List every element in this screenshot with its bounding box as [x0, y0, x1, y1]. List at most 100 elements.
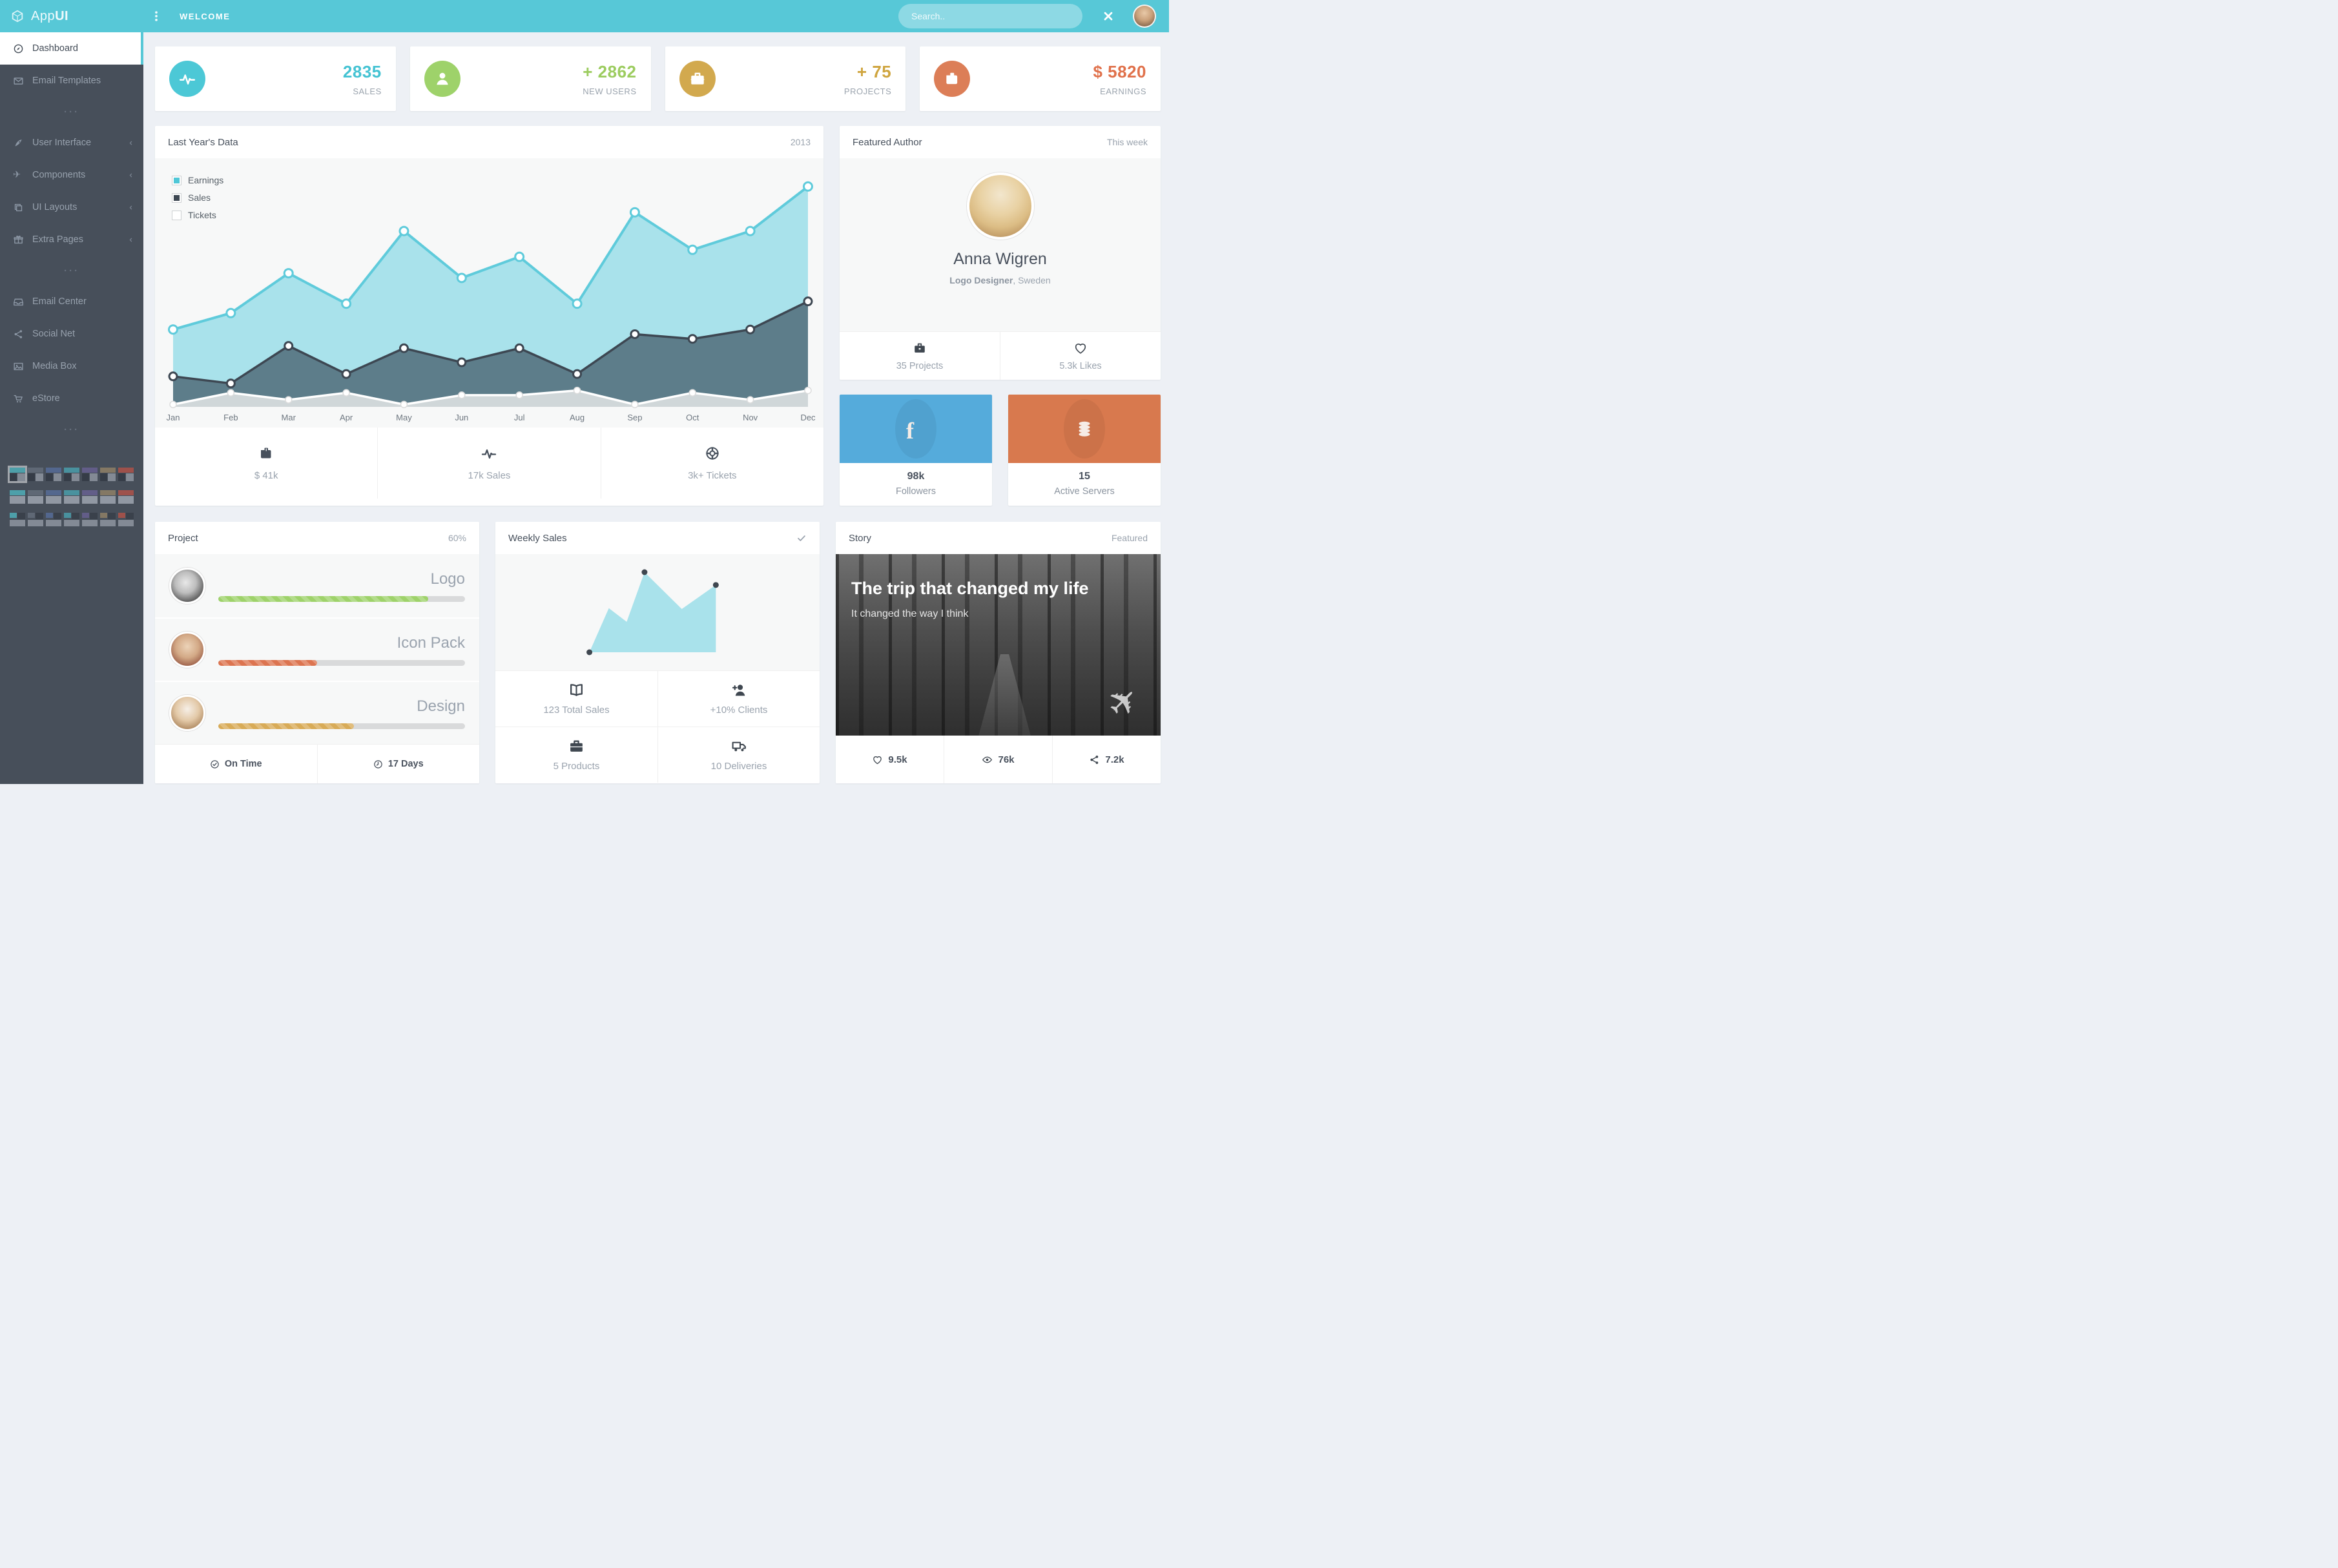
stat-circle [934, 61, 971, 97]
author-stat-cell: 35 Projects [840, 332, 1000, 380]
sidebar-item-ui-layouts[interactable]: UI Layouts [0, 191, 143, 223]
story-headline: The trip that changed my life [851, 579, 1089, 598]
legend-item-earnings[interactable]: Earnings [172, 175, 223, 185]
sidebar-item-label: Social Net [32, 329, 76, 339]
theme-swatch[interactable] [46, 490, 61, 504]
theme-swatch[interactable] [28, 468, 43, 481]
theme-swatch[interactable] [64, 513, 79, 526]
theme-swatch[interactable] [28, 490, 43, 504]
sidebar-item-dashboard[interactable]: Dashboard [0, 32, 143, 65]
project-name: Icon Pack [397, 634, 465, 652]
theme-swatch[interactable] [64, 468, 79, 481]
user-avatar[interactable] [1133, 5, 1156, 28]
story-stats-row: 9.5k 76k 7.2k [836, 736, 1161, 783]
sidebar-item-label: Components [32, 170, 86, 180]
chart-stat-label: 17k Sales [468, 469, 511, 481]
truck-icon [731, 738, 747, 754]
theme-swatch[interactable] [82, 513, 98, 526]
theme-swatch[interactable] [46, 513, 61, 526]
stat-value: + 75 [856, 61, 892, 81]
weekly-stat-cell: 123 Total Sales [495, 670, 657, 727]
theme-swatch[interactable] [118, 513, 134, 526]
story-cover[interactable]: The trip that changed my life It changed… [836, 554, 1161, 736]
stat-cards-row: 2835 SALES + 2862 NEW USERS + 75 PROJECTS $ 58… [155, 46, 1161, 111]
legend-swatch [172, 210, 181, 220]
sidebar-item-email-center[interactable]: Email Center [0, 285, 143, 318]
share-icon [13, 329, 24, 340]
app-logo[interactable]: AppUI [0, 9, 143, 24]
project-name: Design [417, 697, 465, 715]
menu-dots-icon[interactable] [150, 10, 163, 23]
weekly-stat-cell: +10% Clients [657, 670, 820, 727]
weekly-panel-title: Weekly Sales [508, 532, 567, 544]
theme-swatch[interactable] [46, 468, 61, 481]
social-card-database[interactable]: 15 Active Servers [1008, 395, 1161, 506]
author-avatar[interactable] [966, 172, 1034, 240]
sidebar-item-media-box[interactable]: Media Box [0, 350, 143, 382]
svg-text:Apr: Apr [340, 413, 353, 422]
stat-circle [679, 61, 716, 97]
page-title: WELCOME [180, 11, 231, 21]
legend-item-tickets[interactable]: Tickets [172, 210, 223, 220]
chart-stat-label: 3k+ Tickets [688, 469, 737, 481]
progress-fill [218, 723, 355, 729]
user-icon [434, 70, 451, 87]
social-card-facebook[interactable]: f 98k Followers [840, 395, 992, 506]
story-stat-label: 76k [998, 754, 1015, 765]
sidebar-item-social-net[interactable]: Social Net [0, 318, 143, 350]
author-stat-label: 35 Projects [896, 360, 944, 371]
sidebar-separator: ··· [64, 265, 79, 276]
theme-swatch[interactable] [10, 513, 25, 526]
check-icon[interactable] [796, 533, 807, 543]
theme-swatch[interactable] [28, 513, 43, 526]
theme-swatch[interactable] [8, 466, 27, 483]
sidebar-item-label: eStore [32, 393, 60, 404]
theme-swatch[interactable] [64, 490, 79, 504]
share-line-icon [1089, 754, 1100, 765]
social-card-top [1008, 395, 1161, 463]
stat-value: + 2862 [583, 61, 637, 81]
search-input[interactable] [898, 4, 1082, 28]
theme-swatch[interactable] [82, 468, 98, 481]
author-panel-title: Featured Author [853, 136, 922, 148]
story-featured-badge: Featured [1111, 533, 1148, 543]
sidebar-item-components[interactable]: ✈ Components [0, 159, 143, 191]
sidebar-item-extra-pages[interactable]: Extra Pages [0, 223, 143, 256]
legend-item-sales[interactable]: Sales [172, 192, 223, 203]
sidebar-item-label: User Interface [32, 138, 92, 148]
sidebar-item-estore[interactable]: eStore [0, 382, 143, 415]
theme-swatch[interactable] [118, 468, 134, 481]
gift-icon [13, 234, 24, 245]
briefcase-icon [689, 70, 706, 87]
weekly-stat-label: 10 Deliveries [710, 761, 767, 772]
main-content: 2835 SALES + 2862 NEW USERS + 75 PROJECTS $ 58… [143, 32, 1169, 794]
project-member-avatar [169, 695, 205, 731]
heart-icon [1073, 341, 1088, 355]
project-panel-title: Project [168, 532, 198, 544]
weekly-stat-label: 123 Total Sales [543, 705, 610, 716]
social-card-label: Active Servers [1054, 486, 1115, 497]
cart-icon [13, 393, 24, 404]
legend-label: Earnings [188, 175, 224, 185]
legend-label: Tickets [188, 210, 216, 220]
theme-swatch[interactable] [100, 490, 116, 504]
theme-swatch[interactable] [10, 490, 25, 504]
sidebar-item-label: Email Templates [32, 76, 101, 86]
compass-icon [13, 43, 24, 54]
right-column: Featured Author This week Anna Wigren Lo… [840, 126, 1161, 506]
story-stat-label: 7.2k [1105, 754, 1124, 765]
last-years-data-panel: Last Year's Data 2013 Earnings Sales Ticke… [155, 126, 823, 506]
theme-swatch[interactable] [100, 468, 116, 481]
project-footer: On Time 17 Days [155, 744, 479, 783]
briefcase-icon [568, 738, 584, 754]
svg-text:Jul: Jul [514, 413, 525, 422]
sidebar-item-user-interface[interactable]: User Interface [0, 127, 143, 159]
theme-swatch[interactable] [118, 490, 134, 504]
envelope-icon [13, 76, 24, 87]
svg-text:Feb: Feb [223, 413, 238, 422]
author-stat-label: 5.3k Likes [1059, 360, 1102, 371]
sidebar-item-email-templates[interactable]: Email Templates [0, 65, 143, 97]
tools-icon[interactable] [1102, 10, 1115, 23]
theme-swatch[interactable] [82, 490, 98, 504]
theme-swatch[interactable] [100, 513, 116, 526]
